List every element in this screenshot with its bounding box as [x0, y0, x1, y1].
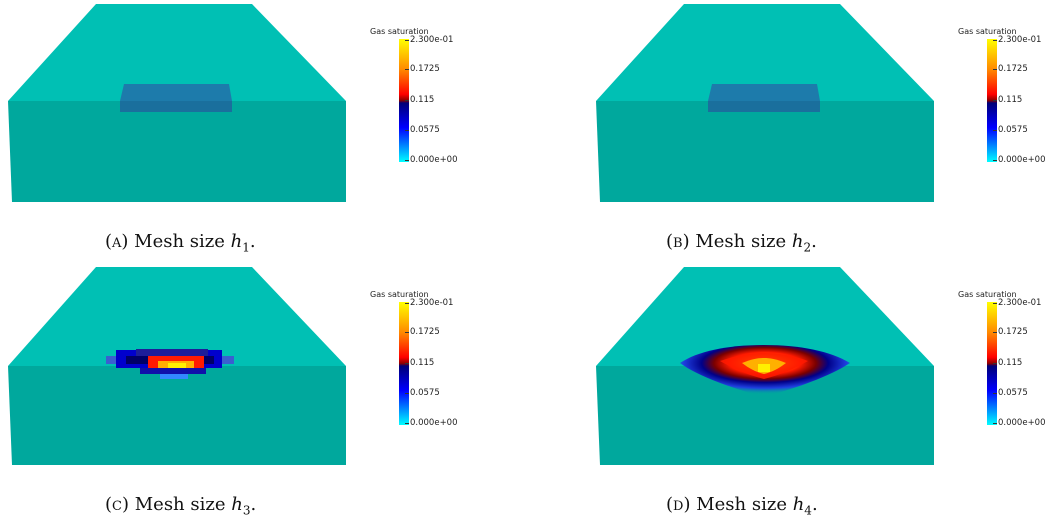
- front-face: [8, 101, 346, 202]
- panel-c: Gas saturation 2.300e-01 0.1725 0.115 0.…: [0, 263, 526, 525]
- caption-b: (b) Mesh size h2.: [666, 231, 817, 255]
- colorbar: [399, 39, 409, 162]
- tick-max: 2.300e-01: [992, 298, 1042, 308]
- front-face: [596, 101, 934, 202]
- tick-0.1725: 0.1725: [405, 327, 440, 337]
- caption-c: (c) Mesh size h3.: [105, 494, 257, 518]
- caption-a: (a) Mesh size h1.: [105, 231, 256, 255]
- top-face: [596, 267, 934, 366]
- gas-plume: [106, 349, 234, 379]
- inclusion-top: [708, 84, 820, 101]
- front-face: [8, 366, 346, 465]
- top-face: [8, 267, 346, 366]
- tick-min: 0.000e+00: [405, 155, 458, 165]
- tick-0.1725: 0.1725: [405, 64, 440, 74]
- colorbar: [987, 302, 997, 425]
- tick-min: 0.000e+00: [405, 418, 458, 428]
- tick-min: 0.000e+00: [993, 155, 1046, 165]
- inclusion-front: [708, 101, 820, 112]
- tick-0.1725: 0.1725: [993, 327, 1028, 337]
- tick-0.0575: 0.0575: [993, 125, 1028, 135]
- colorbar-title: Gas saturation: [958, 27, 1017, 36]
- panel-d: Gas saturation 2.300e-01 0.1725 0.115 0.…: [588, 263, 1052, 525]
- colorbar-title: Gas saturation: [958, 290, 1017, 299]
- panel-a: Gas saturation 2.300e-01 0.1725 0.115 0.…: [0, 0, 526, 262]
- colorbar-title: Gas saturation: [370, 27, 429, 36]
- tick-0.0575: 0.0575: [405, 388, 440, 398]
- caption-d: (d) Mesh size h4.: [666, 494, 818, 518]
- tick-0.115: 0.115: [404, 95, 435, 105]
- tick-0.115: 0.115: [404, 358, 435, 368]
- inclusion-top: [120, 84, 232, 101]
- tick-0.115: 0.115: [992, 95, 1023, 105]
- top-face: [596, 4, 934, 101]
- tick-max: 2.300e-01: [404, 35, 454, 45]
- colorbar: [399, 302, 409, 425]
- tick-0.0575: 0.0575: [405, 125, 440, 135]
- colorbar: [987, 39, 997, 162]
- front-face: [596, 366, 934, 465]
- render-b: [596, 4, 934, 202]
- top-face: [8, 4, 346, 101]
- tick-0.1725: 0.1725: [993, 64, 1028, 74]
- render-c: [8, 267, 346, 465]
- tick-max: 2.300e-01: [992, 35, 1042, 45]
- gas-plume: [680, 345, 850, 397]
- panel-b: Gas saturation 2.300e-01 0.1725 0.115 0.…: [588, 0, 1052, 262]
- colorbar-title: Gas saturation: [370, 290, 429, 299]
- tick-0.0575: 0.0575: [993, 388, 1028, 398]
- tick-max: 2.300e-01: [404, 298, 454, 308]
- render-d: [596, 267, 934, 465]
- inclusion-front: [120, 101, 232, 112]
- tick-0.115: 0.115: [992, 358, 1023, 368]
- tick-min: 0.000e+00: [993, 418, 1046, 428]
- render-a: [8, 4, 346, 202]
